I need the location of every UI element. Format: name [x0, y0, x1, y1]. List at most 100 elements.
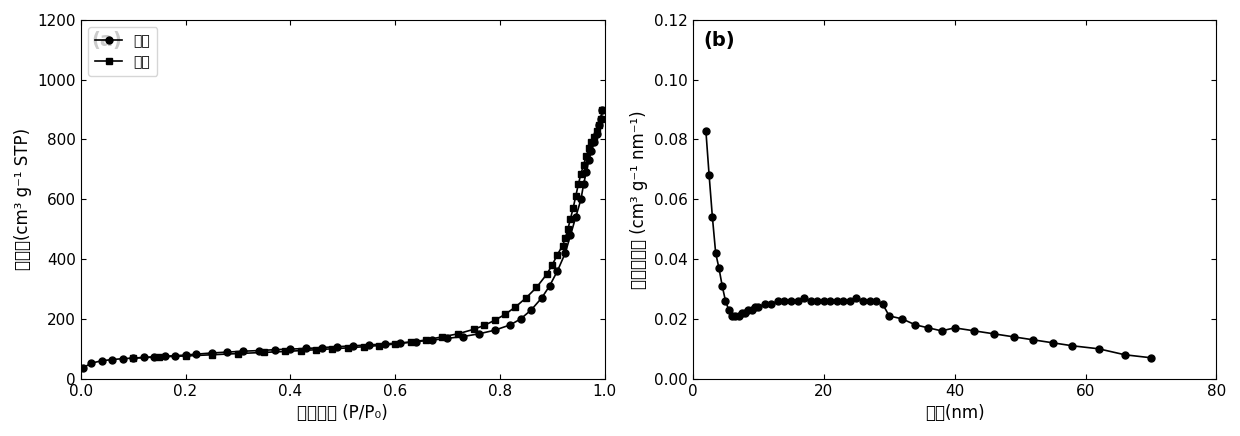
吸附 — [179, 352, 193, 358]
脱附 — [584, 140, 599, 145]
吸附 — [408, 339, 423, 344]
脱附 — [153, 354, 167, 360]
吸附 — [579, 170, 594, 175]
脱附 — [388, 341, 403, 347]
吸附 — [219, 350, 234, 355]
吸附 — [513, 316, 528, 321]
吸附 — [188, 351, 203, 357]
吸附 — [587, 140, 601, 145]
吸附 — [563, 232, 578, 238]
Line: 吸附: 吸附 — [79, 106, 606, 371]
吸附 — [361, 342, 376, 347]
吸附 — [487, 327, 502, 333]
脱附 — [591, 122, 606, 127]
吸附 — [502, 322, 517, 327]
吸附 — [236, 348, 250, 354]
Text: (a): (a) — [92, 31, 123, 50]
脱附 — [231, 351, 246, 356]
脱附 — [435, 334, 450, 340]
脱附 — [125, 355, 140, 361]
吸附 — [542, 283, 557, 289]
脱附 — [544, 262, 559, 268]
吸附 — [577, 182, 591, 187]
Y-axis label: 吸附量(cm³ g⁻¹ STP): 吸附量(cm³ g⁻¹ STP) — [14, 128, 32, 270]
脱附 — [579, 153, 594, 159]
吸附 — [424, 337, 439, 343]
脱附 — [487, 318, 502, 323]
吸附 — [146, 354, 161, 360]
脱附 — [179, 353, 193, 358]
吸附 — [455, 334, 470, 339]
吸附 — [594, 116, 609, 121]
脱附 — [466, 327, 481, 332]
脱附 — [518, 295, 533, 300]
吸附 — [136, 355, 151, 360]
吸附 — [167, 353, 182, 358]
Line: 脱附: 脱附 — [130, 106, 606, 361]
脱附 — [309, 347, 324, 352]
脱附 — [560, 227, 575, 232]
吸附 — [125, 355, 140, 361]
脱附 — [558, 235, 573, 241]
脱附 — [551, 252, 565, 257]
吸附 — [115, 356, 130, 361]
脱附 — [257, 350, 272, 355]
吸附 — [523, 307, 538, 313]
吸附 — [346, 343, 361, 348]
脱附 — [563, 216, 578, 221]
吸附 — [595, 107, 610, 112]
脱附 — [450, 331, 465, 337]
脱附 — [577, 162, 591, 167]
脱附 — [403, 340, 418, 345]
吸附 — [558, 251, 573, 256]
吸附 — [584, 149, 599, 154]
吸附 — [582, 158, 596, 163]
脱附 — [595, 107, 610, 112]
脱附 — [294, 348, 309, 353]
吸附 — [283, 347, 298, 352]
脱附 — [372, 343, 387, 348]
脱附 — [556, 243, 570, 248]
脱附 — [341, 345, 356, 351]
吸附 — [105, 357, 120, 362]
吸附 — [94, 358, 109, 363]
吸附 — [568, 215, 583, 220]
吸附 — [377, 341, 392, 347]
吸附 — [551, 269, 565, 274]
吸附 — [574, 197, 589, 202]
脱附 — [356, 344, 371, 349]
吸附 — [440, 336, 455, 341]
Y-axis label: 微分孔体积 (cm³ g⁻¹ nm⁻¹): 微分孔体积 (cm³ g⁻¹ nm⁻¹) — [630, 110, 649, 289]
吸附 — [589, 131, 604, 136]
脱附 — [582, 146, 596, 151]
Text: (b): (b) — [703, 31, 735, 50]
脱附 — [419, 337, 434, 342]
脱附 — [587, 134, 601, 139]
吸附 — [393, 340, 408, 345]
脱附 — [574, 171, 589, 177]
吸附 — [84, 361, 99, 366]
脱附 — [594, 116, 609, 121]
X-axis label: 相对压力 (P/P₀): 相对压力 (P/P₀) — [298, 404, 388, 422]
吸附 — [591, 122, 606, 127]
脱附 — [508, 304, 523, 310]
脱附 — [570, 182, 585, 187]
吸附 — [157, 354, 172, 359]
吸附 — [330, 344, 345, 349]
吸附 — [471, 331, 486, 337]
脱附 — [325, 346, 340, 351]
脱附 — [589, 128, 604, 133]
脱附 — [476, 323, 491, 328]
X-axis label: 孔径(nm): 孔径(nm) — [925, 404, 985, 422]
脱附 — [497, 312, 512, 317]
脱附 — [539, 272, 554, 277]
吸附 — [252, 348, 267, 353]
吸附 — [534, 295, 549, 300]
吸附 — [314, 345, 329, 350]
Legend: 吸附, 脱附: 吸附, 脱附 — [88, 27, 157, 76]
脱附 — [529, 285, 544, 290]
吸附 — [76, 365, 91, 370]
脱附 — [565, 206, 580, 211]
吸附 — [205, 351, 219, 356]
吸附 — [299, 346, 314, 351]
